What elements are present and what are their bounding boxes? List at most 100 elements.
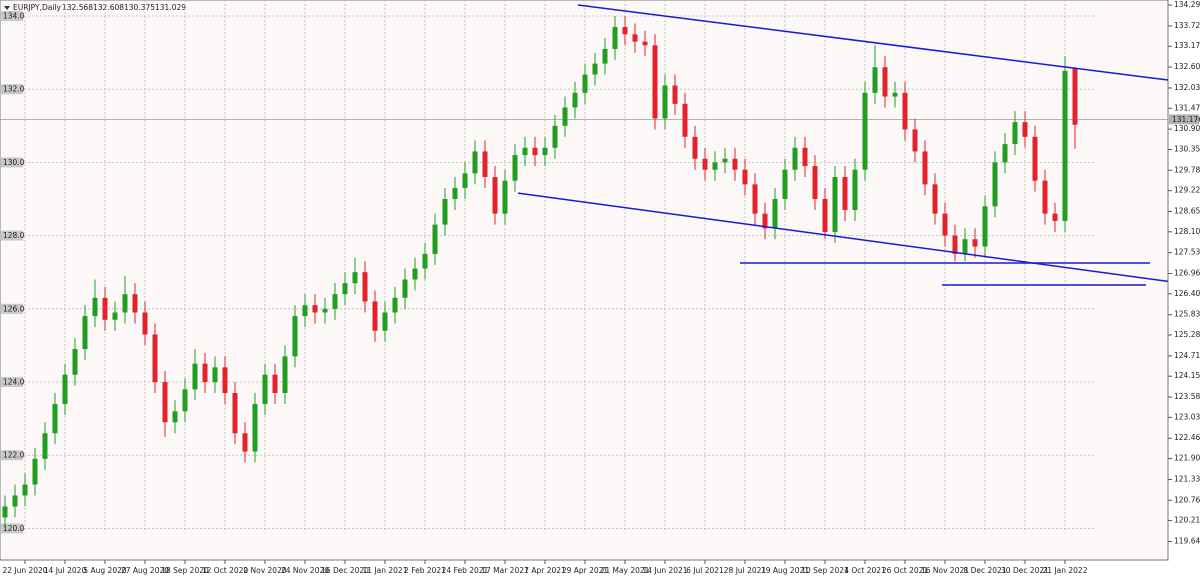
candle-body <box>312 305 318 313</box>
candle-body <box>322 308 328 313</box>
candle-body <box>222 367 228 393</box>
current-price-box <box>1169 114 1199 125</box>
y-tick-label-box <box>1 303 23 314</box>
y2-tick-label: 128.659 <box>1174 206 1200 215</box>
candle-body <box>822 199 828 232</box>
candle-body <box>602 48 608 64</box>
candle-body <box>162 382 168 423</box>
x-tick-label: 17 Mar 2021 <box>481 566 529 575</box>
header-value: 132.568 <box>62 3 93 12</box>
y2-tick-label: 129.229 <box>1174 186 1200 195</box>
candle-body <box>92 297 98 317</box>
x-tick-label: 28 Jul 2021 <box>724 566 767 575</box>
candle-body <box>1072 68 1078 125</box>
y2-tick-label: 123.034 <box>1174 412 1200 421</box>
candle-body <box>652 45 658 119</box>
y2-tick-label: 125.284 <box>1174 330 1200 339</box>
y-tick-label: 130.0 <box>3 158 25 167</box>
candle-body <box>732 158 738 170</box>
y-tick-label-box <box>1 84 23 95</box>
y2-tick-label: 120.769 <box>1174 495 1200 504</box>
y2-tick-label: 127.534 <box>1174 248 1200 257</box>
y-tick-label: 120.0 <box>3 524 25 533</box>
y2-tick-label: 119.644 <box>1174 536 1200 545</box>
x-tick-label: 26 Oct 2021 <box>882 566 929 575</box>
candle-body <box>572 92 578 108</box>
header-value: 132.608 <box>93 3 124 12</box>
x-tick-label: 27 Aug 2020 <box>121 566 169 575</box>
candle-body <box>992 162 998 207</box>
candle-body <box>502 180 508 214</box>
candle-body <box>642 41 648 46</box>
candle-body <box>892 92 898 97</box>
y2-tick-label: 126.409 <box>1174 289 1200 298</box>
candle-body <box>402 279 408 298</box>
y2-tick-label: 133.174 <box>1174 41 1200 50</box>
candle-body <box>522 147 528 156</box>
header-value: 130.375 <box>124 3 155 12</box>
candle-body <box>872 67 878 93</box>
y-tick-label-box <box>1 230 23 241</box>
candle-body <box>62 374 68 404</box>
x-tick-label: 12 Oct 2020 <box>202 566 249 575</box>
candle-body <box>202 363 208 383</box>
y-tick-label: 134.0 <box>3 11 25 20</box>
candle-body <box>262 374 268 404</box>
candle-body <box>382 312 388 331</box>
candle-body <box>922 151 928 185</box>
candle-body <box>122 294 128 313</box>
candle-body <box>112 312 118 320</box>
y2-tick-label: 134.299 <box>1174 0 1200 9</box>
y2-tick-label: 133.729 <box>1174 21 1200 30</box>
candle-body <box>352 272 358 284</box>
candle-body <box>422 253 428 269</box>
trend-line <box>577 4 1169 81</box>
candle-body <box>392 297 398 313</box>
candle-body <box>612 26 618 49</box>
y-tick-label-box <box>1 523 23 534</box>
x-tick-label: 29 Apr 2021 <box>562 566 609 575</box>
y2-tick-label: 124.159 <box>1174 371 1200 380</box>
candle-body <box>342 283 348 295</box>
x-tick-label: 14 Jul 2020 <box>44 566 87 575</box>
y-tick-label-box <box>1 377 23 388</box>
y2-tick-label: 123.589 <box>1174 392 1200 401</box>
y-tick-label: 128.0 <box>3 231 25 240</box>
candle-body <box>272 374 278 393</box>
candle-body <box>1022 122 1028 137</box>
y2-tick-label: 124.714 <box>1174 351 1200 360</box>
y2-tick-label: 120.214 <box>1174 516 1200 525</box>
x-tick-label: 18 Sep 2020 <box>161 566 209 575</box>
candle-body <box>962 239 968 254</box>
x-tick-label: 5 Aug 2020 <box>83 566 126 575</box>
menu-arrow <box>4 6 10 10</box>
x-tick-label: 22 Jun 2020 <box>2 566 47 575</box>
x-tick-label: 24 Nov 2020 <box>281 566 329 575</box>
candle-body <box>132 294 138 313</box>
candle-body <box>212 367 218 383</box>
x-tick-label: 19 Aug 2021 <box>761 566 809 575</box>
candle-body <box>772 199 778 229</box>
y-tick-label: 126.0 <box>3 304 25 313</box>
x-tick-label: 7 Apr 2021 <box>524 566 566 575</box>
candle-body <box>862 92 868 170</box>
y-tick-label: 132.0 <box>3 85 25 94</box>
candle-body <box>782 169 788 200</box>
x-tick-label: 24 Feb 2021 <box>442 566 489 575</box>
candle-body <box>492 177 498 214</box>
candle-body <box>332 294 338 309</box>
x-tick-label: 16 Nov 2021 <box>921 566 969 575</box>
candle-body <box>42 433 48 459</box>
candle-body <box>672 85 678 104</box>
candle-body <box>812 166 818 200</box>
candle-body <box>452 188 458 200</box>
candle-body <box>292 316 298 357</box>
header: EURJPY,Daily <box>4 3 62 12</box>
candle-body <box>22 484 28 496</box>
x-tick-label: 16 Dec 2020 <box>321 566 369 575</box>
candle-body <box>532 147 538 156</box>
candle-body <box>942 213 948 236</box>
y-tick-label: 122.0 <box>3 451 25 460</box>
candle-body <box>462 173 468 189</box>
